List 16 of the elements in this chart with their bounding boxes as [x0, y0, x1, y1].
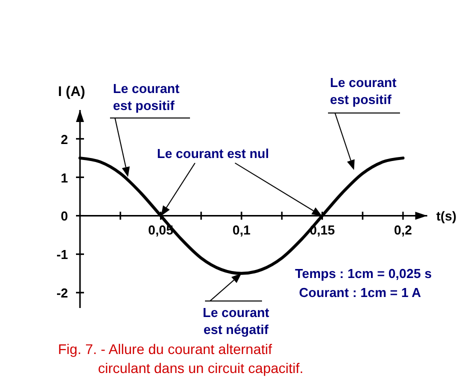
y-tick-label: 2 [60, 132, 68, 147]
x-axis-title: t(s) [436, 208, 456, 224]
x-tick-label: 0,2 [394, 222, 412, 238]
text: Le courant est positif [330, 75, 398, 107]
text: Fig. 7. - Allure du courant alternatif circulant dans un circuit capacitif. [58, 341, 304, 376]
y-tick-label: -1 [56, 247, 68, 262]
annotation: Temps : 1cm = 0,025 s [295, 266, 432, 281]
y-tick-label: -2 [56, 286, 68, 301]
annotation: Le courant est nul [157, 146, 269, 161]
y-tick-label: 0 [60, 208, 68, 224]
y-axis-title: I (A) [58, 83, 86, 99]
y-tick-label: 1 [60, 170, 68, 186]
annotation: Le courant est positif [113, 81, 180, 113]
annotation: Courant : 1cm = 1 A [299, 285, 422, 300]
annotation: Le courant est négatif [202, 305, 270, 337]
x-tick-label: 0,1 [232, 222, 251, 238]
